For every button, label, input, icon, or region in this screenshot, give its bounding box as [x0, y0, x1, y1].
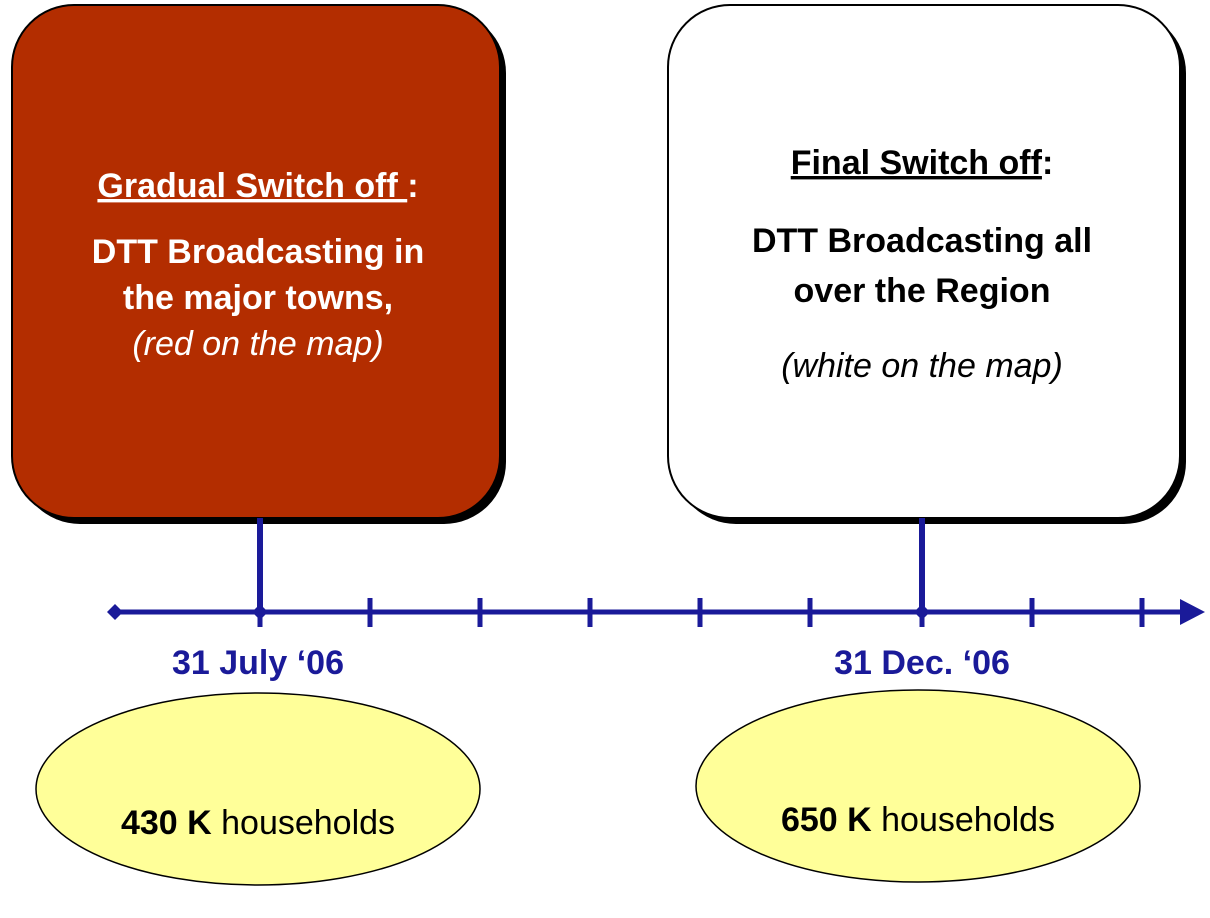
axis-start [107, 604, 123, 620]
phase-heading: Gradual Switch off : [97, 167, 418, 205]
text-part: 430 K [121, 804, 212, 842]
text-part: : [1042, 144, 1053, 182]
phase-body: DTT Broadcasting in [92, 233, 424, 271]
households-bubble [695, 689, 1141, 883]
date-label: 31 Dec. ‘06 [834, 644, 1010, 682]
date-label: 31 July ‘06 [172, 644, 344, 682]
households-bubble [35, 692, 481, 886]
axis-arrow [1180, 599, 1205, 625]
text-part: households [221, 804, 395, 842]
text-part: Final Switch off [791, 144, 1043, 182]
milestone [252, 604, 268, 620]
phase-body: the major towns, [123, 279, 393, 317]
households-label: 430 K households [121, 804, 395, 842]
phase-heading: Final Switch off: [791, 144, 1054, 182]
text-part: 650 K [781, 801, 872, 839]
phase-box [667, 4, 1181, 519]
phase-box [11, 4, 501, 519]
phase-note: (white on the map) [781, 347, 1063, 385]
phase-body: over the Region [794, 272, 1051, 310]
phase-body: DTT Broadcasting all [752, 222, 1092, 260]
phase-note: (red on the map) [132, 325, 383, 363]
households-label: 650 K households [781, 801, 1055, 839]
text-part: Gradual Switch off [97, 167, 407, 205]
timeline-axis [115, 598, 1185, 627]
text-part: : [407, 167, 418, 205]
milestone [914, 604, 930, 620]
text-part: households [881, 801, 1055, 839]
